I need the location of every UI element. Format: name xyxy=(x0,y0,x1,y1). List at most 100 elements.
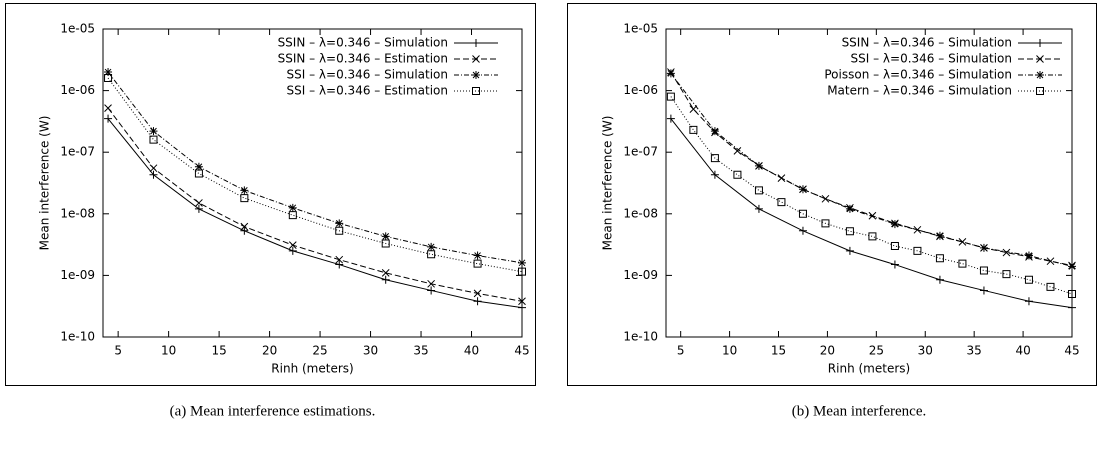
legend-label: SSIN – λ=0.346 – Estimation xyxy=(278,52,448,66)
marker xyxy=(666,114,675,123)
x-tick-label: 30 xyxy=(363,344,378,358)
x-tick-label: 40 xyxy=(464,344,479,358)
marker xyxy=(518,258,526,267)
x-tick-label: 15 xyxy=(211,344,226,358)
marker xyxy=(149,127,158,136)
y-tick-label: 1e-07 xyxy=(60,145,95,159)
series-line xyxy=(670,96,1073,295)
series-line xyxy=(107,77,523,273)
marker xyxy=(104,114,113,123)
legend-label: Poisson – λ=0.346 – Simulation xyxy=(824,68,1012,82)
marker xyxy=(979,243,988,252)
marker xyxy=(845,204,854,213)
y-tick-label: 1e-06 xyxy=(623,83,658,97)
x-tick-label: 40 xyxy=(1015,344,1030,358)
plot-area xyxy=(102,28,523,338)
x-axis-label: Rinh (meters) xyxy=(271,362,353,376)
marker xyxy=(1036,55,1044,63)
marker xyxy=(1068,303,1076,312)
marker xyxy=(427,279,435,288)
y-tick-label: 1e-09 xyxy=(623,268,658,282)
marker xyxy=(472,55,480,63)
legend-label: SSI – λ=0.346 – Simulation xyxy=(287,68,448,82)
marker xyxy=(935,254,944,263)
marker xyxy=(195,199,203,207)
marker xyxy=(473,289,482,298)
marker xyxy=(472,39,480,47)
marker xyxy=(710,154,719,163)
legend-label: SSIN – λ=0.346 – Simulation xyxy=(278,36,448,50)
marker xyxy=(935,275,944,284)
marker xyxy=(288,241,297,249)
marker xyxy=(335,260,344,269)
marker xyxy=(240,222,249,231)
marker xyxy=(473,259,482,268)
x-tick-label: 15 xyxy=(771,344,786,358)
marker xyxy=(733,147,742,155)
marker xyxy=(1036,87,1044,95)
y-tick-label: 1e-10 xyxy=(60,330,95,344)
marker xyxy=(104,74,113,83)
marker xyxy=(149,170,158,179)
marker xyxy=(754,204,763,213)
marker xyxy=(845,227,854,236)
legend-label: SSI – λ=0.346 – Simulation xyxy=(851,52,1012,66)
x-tick-label: 25 xyxy=(312,344,327,358)
marker xyxy=(868,211,877,220)
marker xyxy=(472,87,480,95)
marker xyxy=(666,92,675,101)
marker xyxy=(1024,297,1033,306)
marker xyxy=(754,161,763,170)
marker xyxy=(240,226,249,235)
y-tick-label: 1e-10 xyxy=(623,330,658,344)
y-tick-label: 1e-08 xyxy=(60,206,95,220)
marker xyxy=(1024,275,1033,284)
x-tick-label: 10 xyxy=(161,344,176,358)
marker xyxy=(381,275,390,284)
caption: (a) Mean interference estimations. xyxy=(170,403,376,419)
series-line xyxy=(670,118,1073,309)
marker xyxy=(710,170,719,179)
y-tick-label: 1e-05 xyxy=(60,22,95,36)
marker xyxy=(335,226,344,235)
marker xyxy=(473,251,482,260)
marker xyxy=(689,105,698,113)
marker xyxy=(1024,251,1033,260)
marker xyxy=(335,219,344,228)
marker xyxy=(472,71,480,79)
marker xyxy=(890,242,899,251)
x-tick-label: 20 xyxy=(820,344,835,358)
marker xyxy=(890,260,899,269)
marker xyxy=(335,255,344,264)
marker xyxy=(1046,282,1055,291)
x-tick-label: 20 xyxy=(262,344,277,358)
y-tick-label: 1e-05 xyxy=(623,22,658,36)
marker xyxy=(935,231,944,240)
marker xyxy=(427,250,436,259)
x-tick-label: 10 xyxy=(722,344,737,358)
marker xyxy=(890,220,899,229)
series-line xyxy=(107,118,523,309)
marker xyxy=(288,203,297,212)
marker xyxy=(798,209,807,218)
marker xyxy=(798,226,807,235)
marker xyxy=(1068,289,1076,298)
marker xyxy=(868,232,877,241)
panel-border xyxy=(567,3,1097,386)
y-tick-label: 1e-06 xyxy=(60,83,95,97)
series-line xyxy=(670,73,1073,267)
marker xyxy=(666,69,675,78)
marker xyxy=(798,185,807,194)
y-tick-label: 1e-08 xyxy=(623,206,658,220)
x-tick-label: 45 xyxy=(1064,344,1079,358)
panel-border xyxy=(5,3,536,386)
legend-label: SSI – λ=0.346 – Estimation xyxy=(287,84,448,98)
x-tick-label: 35 xyxy=(967,344,982,358)
marker xyxy=(104,68,113,77)
marker xyxy=(958,259,967,268)
x-tick-label: 45 xyxy=(514,344,529,358)
legend-label: Matern – λ=0.346 – Simulation xyxy=(827,84,1012,98)
marker xyxy=(1036,39,1044,47)
marker xyxy=(1002,270,1011,279)
